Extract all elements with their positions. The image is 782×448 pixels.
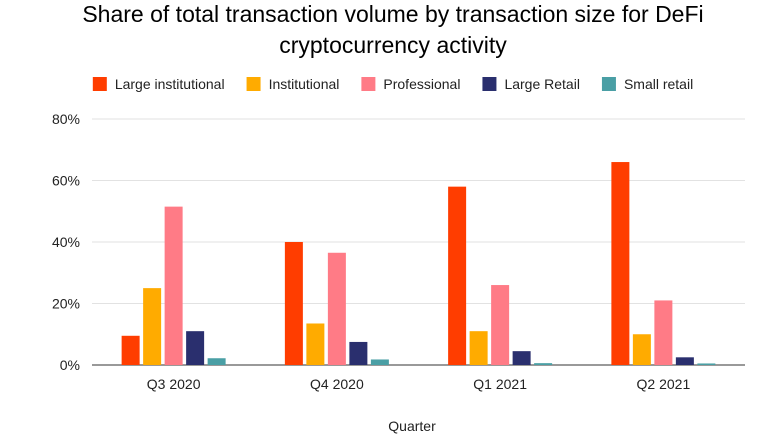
bar-small-retail xyxy=(697,363,716,365)
bar-large-retail xyxy=(675,357,694,365)
bar-professional xyxy=(327,252,346,365)
bar-institutional xyxy=(632,334,651,365)
legend-swatch xyxy=(92,77,107,91)
bar-professional xyxy=(164,206,183,365)
bar-large-retail xyxy=(186,331,205,365)
gridlines xyxy=(92,118,745,366)
bar-large-institutional xyxy=(448,186,467,365)
bars xyxy=(121,162,716,365)
x-tick-label: Q2 2021 xyxy=(637,376,691,392)
y-tick-label: 40% xyxy=(52,234,80,250)
bar-large-institutional xyxy=(121,335,140,365)
legend-label: Institutional xyxy=(269,76,340,92)
bar-institutional xyxy=(469,331,488,365)
bar-institutional xyxy=(143,288,162,365)
chart-legend: Large institutional Institutional Professi… xyxy=(92,76,693,92)
x-tick-label: Q4 2020 xyxy=(310,376,364,392)
bar-small-retail xyxy=(370,359,389,365)
chart-title-line-1: Share of total transaction volume by tra… xyxy=(82,1,703,27)
bar-institutional xyxy=(306,323,325,365)
legend-swatch xyxy=(361,77,376,91)
legend-swatch xyxy=(482,77,497,91)
x-axis-ticks: Q3 2020 Q4 2020 Q1 2021 Q2 2021 xyxy=(147,376,691,392)
x-axis-title: Quarter xyxy=(388,418,436,434)
bar-small-retail xyxy=(534,363,553,365)
legend-label: Small retail xyxy=(624,76,693,92)
x-tick-label: Q3 2020 xyxy=(147,376,201,392)
chart-title-line-2: cryptocurrency activity xyxy=(279,32,507,58)
bar-large-institutional xyxy=(284,242,303,365)
y-tick-label: 60% xyxy=(52,173,80,189)
bar-small-retail xyxy=(207,358,226,365)
bar-professional xyxy=(491,285,510,365)
y-axis-ticks: 0% 20% 40% 60% 80% xyxy=(52,111,80,373)
legend-swatch xyxy=(246,77,261,91)
bar-large-retail xyxy=(349,341,368,365)
legend-swatch xyxy=(601,77,616,91)
legend-label: Professional xyxy=(383,76,460,92)
legend-label: Large institutional xyxy=(115,76,225,92)
bar-large-institutional xyxy=(611,162,630,365)
bar-large-retail xyxy=(512,351,531,365)
legend-label: Large Retail xyxy=(504,76,580,92)
y-tick-label: 80% xyxy=(52,111,80,127)
x-tick-label: Q1 2021 xyxy=(473,376,527,392)
y-tick-label: 20% xyxy=(52,296,80,312)
bar-professional xyxy=(654,300,673,365)
y-tick-label: 0% xyxy=(60,357,80,373)
